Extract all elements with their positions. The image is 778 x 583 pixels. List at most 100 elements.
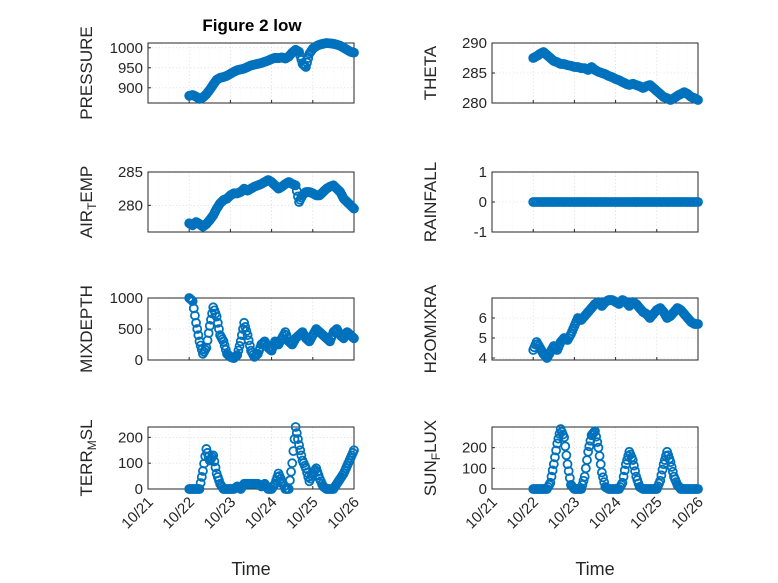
y-tick-label: 285 xyxy=(462,65,487,82)
data-point xyxy=(578,475,589,486)
subplot-6: 4 5 6 H2OMIXRA xyxy=(421,284,703,373)
y-tick-label: 0 xyxy=(479,194,487,211)
data-point xyxy=(192,324,203,334)
data-point xyxy=(302,57,312,68)
y-tick-label: 100 xyxy=(118,455,143,472)
subplot-1: 900 950 1000 PRESSURE xyxy=(77,26,359,120)
x-tick-label: 10/21 xyxy=(462,494,501,533)
data-point xyxy=(193,330,204,341)
data-point xyxy=(232,350,243,360)
data-point xyxy=(560,441,571,452)
data-point xyxy=(349,203,359,214)
y-tick-label: 200 xyxy=(118,429,143,446)
y-tick-label: 900 xyxy=(118,80,143,97)
data-point xyxy=(208,450,219,461)
axes-frame xyxy=(147,42,355,104)
data-point xyxy=(550,452,560,463)
data-point xyxy=(693,95,703,105)
data-point xyxy=(209,456,220,467)
data-point xyxy=(347,202,358,213)
data-point xyxy=(548,459,559,470)
data-point xyxy=(563,466,574,476)
y-axis-label: RAINFALL xyxy=(421,162,440,242)
data-point xyxy=(346,331,357,342)
data-point xyxy=(693,319,703,329)
y-tick-label: 6 xyxy=(479,310,487,327)
data-point xyxy=(584,441,595,452)
data-point xyxy=(291,428,302,438)
data-point xyxy=(617,477,628,488)
data-point xyxy=(191,317,201,328)
x-tick-label: 10/26 xyxy=(668,494,707,533)
subplot-3: 280 285 AIRTEMP xyxy=(77,164,359,238)
x-tick-label: 10/23 xyxy=(201,494,240,533)
data-point xyxy=(349,47,359,58)
y-axis-label: H2OMIXRA xyxy=(421,284,440,373)
data-point xyxy=(294,440,304,450)
x-axis-label: Time xyxy=(231,559,270,579)
data-point xyxy=(295,445,306,456)
data-point xyxy=(194,484,205,494)
data-point xyxy=(619,465,630,476)
data-point xyxy=(583,446,594,457)
data-point xyxy=(233,345,244,356)
data-point xyxy=(629,460,639,471)
data-point xyxy=(618,471,629,482)
x-tick-label: 10/26 xyxy=(324,494,363,533)
data-point xyxy=(655,475,666,486)
data-point xyxy=(290,180,301,191)
data-point xyxy=(693,484,703,494)
y-tick-label: 0 xyxy=(135,481,143,498)
data-point xyxy=(212,317,223,328)
data-point xyxy=(693,197,703,207)
series-markers xyxy=(184,422,359,494)
figure-title: Figure 2 low xyxy=(202,16,302,35)
data-point xyxy=(627,455,638,465)
y-tick-label: 200 xyxy=(462,440,487,457)
data-point xyxy=(561,450,572,461)
data-point xyxy=(596,467,607,478)
y-axis-label: TERRMSL xyxy=(77,419,99,496)
data-point xyxy=(594,451,605,461)
y-tick-label: 1000 xyxy=(110,290,143,307)
data-point xyxy=(598,472,608,483)
series-markers xyxy=(528,47,703,105)
data-point xyxy=(287,458,298,469)
data-point xyxy=(349,445,359,456)
data-point xyxy=(196,472,207,482)
data-point xyxy=(210,462,221,473)
data-point xyxy=(286,466,296,477)
series-markers xyxy=(184,175,359,232)
data-point xyxy=(241,326,252,336)
data-point xyxy=(559,432,569,443)
y-axis-label: THETA xyxy=(421,45,440,100)
x-tick-label: 10/24 xyxy=(242,494,281,533)
data-point xyxy=(231,351,242,361)
series-markers xyxy=(528,197,703,207)
subplot-5: 0 500 1000 MIXDEPTH xyxy=(77,285,359,373)
data-point xyxy=(185,294,196,304)
data-point xyxy=(234,341,245,351)
axes-frame xyxy=(147,171,355,233)
subplot-4: -1 0 1 RAINFALL xyxy=(421,162,703,242)
y-tick-label: 1 xyxy=(479,164,487,181)
y-tick-label: 5 xyxy=(479,330,487,347)
y-tick-label: 285 xyxy=(118,164,143,181)
x-axis-label: Time xyxy=(575,559,614,579)
y-axis-label: PRESSURE xyxy=(77,26,96,120)
data-point xyxy=(243,335,254,346)
y-tick-label: 950 xyxy=(118,60,143,77)
y-tick-label: 280 xyxy=(462,95,487,112)
data-point xyxy=(665,457,676,468)
x-tick-label: 10/22 xyxy=(503,494,542,533)
data-point xyxy=(288,446,299,457)
data-point xyxy=(349,333,359,344)
y-tick-label: 100 xyxy=(462,460,487,477)
data-point xyxy=(591,431,602,442)
data-point xyxy=(196,344,207,355)
axes-frame xyxy=(491,297,699,361)
y-axis-label: SUNFLUX xyxy=(421,420,443,496)
data-point xyxy=(595,459,606,470)
